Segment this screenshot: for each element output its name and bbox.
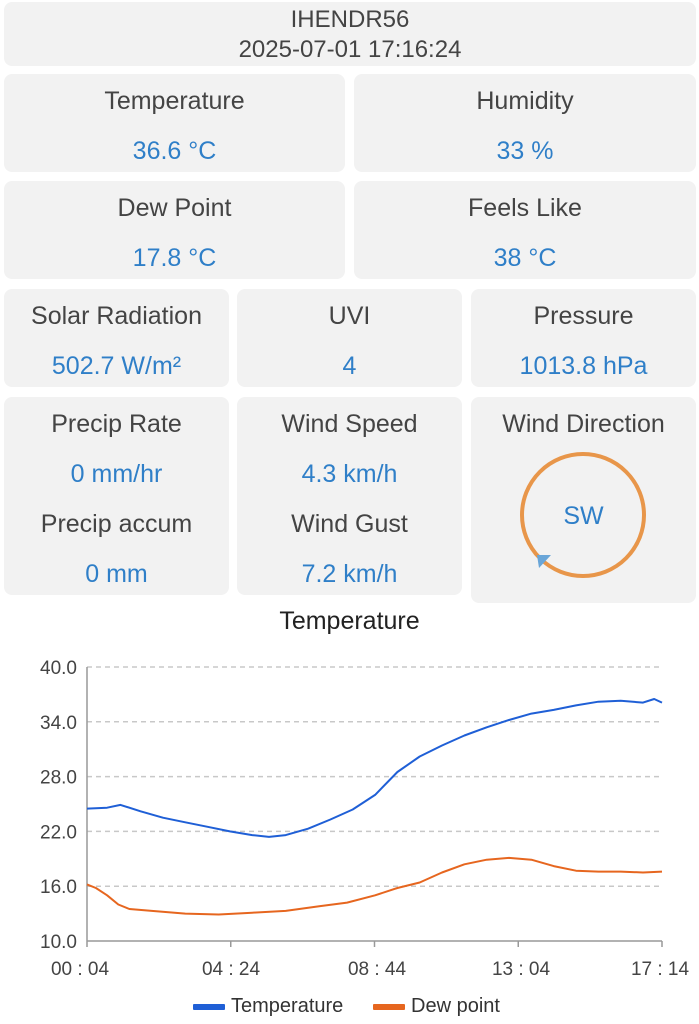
timestamp: 2025-07-01 17:16:24	[238, 36, 462, 63]
wind-gust-value: 7.2 km/h	[301, 560, 398, 588]
wind-speed-label: Wind Speed	[281, 410, 418, 438]
wind-direction-arrow-icon	[537, 555, 551, 568]
y-tick-label: 28.0	[40, 768, 77, 789]
pressure-value: 1013.8 hPa	[519, 352, 648, 380]
legend-temperature-label: Temperature	[231, 995, 344, 1017]
y-tick-label: 40.0	[40, 658, 77, 679]
legend-dew-point[interactable]: Dew point	[373, 995, 500, 1018]
y-tick-label: 16.0	[40, 877, 77, 898]
y-tick-label: 10.0	[40, 932, 77, 953]
wind-direction-label: Wind Direction	[502, 410, 665, 438]
uvi-label: UVI	[328, 302, 371, 330]
wind-direction-value: SW	[563, 502, 604, 530]
wind-gust-label: Wind Gust	[291, 510, 408, 538]
x-tick-label: 00 : 04	[51, 959, 110, 980]
precip-accum-label: Precip accum	[40, 510, 193, 538]
y-tick-label: 34.0	[40, 713, 77, 734]
precip-rate-label: Precip Rate	[51, 410, 182, 438]
pressure-card: Pressure 1013.8 hPa	[471, 289, 696, 387]
legend-dew-point-swatch	[373, 1003, 405, 1010]
series-line-temperature	[86, 698, 663, 838]
uvi-value: 4	[342, 352, 357, 380]
station-header: IHENDR56 2025-07-01 17:16:24	[4, 2, 696, 66]
series-line-dew-point	[86, 856, 663, 916]
humidity-label: Humidity	[476, 87, 574, 115]
x-tick-label: 04 : 24	[202, 959, 261, 980]
dew-point-value: 17.8 °C	[132, 244, 217, 272]
humidity-value: 33 %	[496, 137, 554, 165]
y-tick-label: 22.0	[40, 822, 77, 843]
temperature-card: Temperature 36.6 °C	[4, 74, 345, 172]
solar-radiation-value: 502.7 W/m²	[51, 352, 182, 380]
solar-radiation-label: Solar Radiation	[31, 302, 202, 330]
uvi-card: UVI 4	[237, 289, 462, 387]
humidity-card: Humidity 33 %	[354, 74, 696, 172]
compass-gauge	[520, 452, 646, 578]
x-tick-label: 13 : 04	[492, 959, 551, 980]
chart-title: Temperature	[279, 607, 420, 635]
dew-point-card: Dew Point 17.8 °C	[4, 181, 345, 279]
feels-like-value: 38 °C	[493, 244, 557, 272]
x-tick-label: 17 : 14	[631, 959, 690, 980]
precipitation-card: Precip Rate 0 mm/hr Precip accum 0 mm	[4, 397, 229, 595]
precip-accum-value: 0 mm	[85, 560, 148, 588]
legend-temperature[interactable]: Temperature	[193, 995, 343, 1018]
wind-card: Wind Speed 4.3 km/h Wind Gust 7.2 km/h	[237, 397, 462, 595]
x-tick-label: 08 : 44	[348, 959, 407, 980]
solar-radiation-card: Solar Radiation 502.7 W/m²	[4, 289, 229, 387]
pressure-label: Pressure	[533, 302, 634, 330]
legend-dew-point-label: Dew point	[411, 995, 500, 1017]
dew-point-label: Dew Point	[117, 194, 232, 222]
wind-speed-value: 4.3 km/h	[301, 460, 398, 488]
feels-like-card: Feels Like 38 °C	[354, 181, 696, 279]
wind-direction-card: Wind Direction SW	[471, 397, 696, 603]
legend-temperature-swatch	[193, 1003, 225, 1010]
temperature-chart: 40.0 34.0 28.0 22.0 16.0 10.0 00 : 04 04 : 24 08…	[40, 658, 690, 980]
temperature-label: Temperature	[104, 87, 245, 115]
feels-like-label: Feels Like	[468, 194, 582, 222]
temperature-value: 36.6 °C	[132, 137, 217, 165]
compass-ring	[520, 452, 646, 578]
station-id: IHENDR56	[290, 6, 410, 33]
precip-rate-value: 0 mm/hr	[70, 460, 163, 488]
